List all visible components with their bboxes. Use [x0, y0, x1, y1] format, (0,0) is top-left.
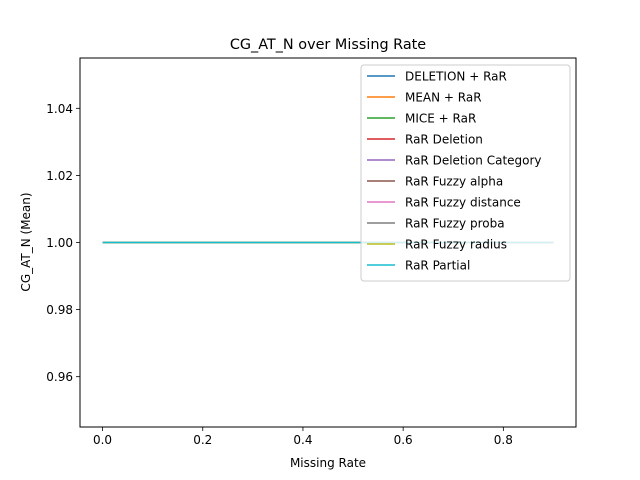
legend-label: MEAN + RaR: [405, 91, 482, 105]
x-axis-label: Missing Rate: [290, 456, 366, 470]
legend-label: RaR Fuzzy alpha: [405, 175, 503, 189]
legend-label: DELETION + RaR: [405, 70, 507, 84]
legend-label: RaR Fuzzy proba: [405, 217, 505, 231]
legend-label: RaR Deletion Category: [405, 154, 542, 168]
legend-label: RaR Partial: [405, 259, 470, 273]
y-axis: 0.96 0.98 1.00 1.02 1.04: [46, 102, 80, 384]
legend: DELETION + RaR MEAN + RaR MICE + RaR RaR De…: [360, 64, 571, 282]
x-tick-label: 0.0: [93, 433, 112, 447]
x-tick-label: 0.8: [494, 433, 513, 447]
y-axis-label: CG_AT_N (Mean): [19, 192, 33, 291]
y-tick-label: 1.04: [46, 102, 73, 116]
y-tick-label: 1.02: [46, 169, 73, 183]
chart-title: CG_AT_N over Missing Rate: [230, 37, 426, 53]
legend-label: RaR Fuzzy distance: [405, 196, 521, 210]
y-tick-label: 0.96: [46, 370, 73, 384]
x-tick-label: 0.6: [394, 433, 413, 447]
legend-label: RaR Deletion: [405, 133, 483, 147]
legend-label: MICE + RaR: [405, 112, 476, 126]
y-tick-label: 1.00: [46, 236, 73, 250]
legend-label: RaR Fuzzy radius: [405, 238, 507, 252]
x-axis: 0.0 0.2 0.4 0.6 0.8: [93, 427, 513, 447]
y-tick-label: 0.98: [46, 303, 73, 317]
legend-box: [360, 64, 571, 282]
x-tick-label: 0.4: [293, 433, 312, 447]
x-tick-label: 0.2: [193, 433, 212, 447]
